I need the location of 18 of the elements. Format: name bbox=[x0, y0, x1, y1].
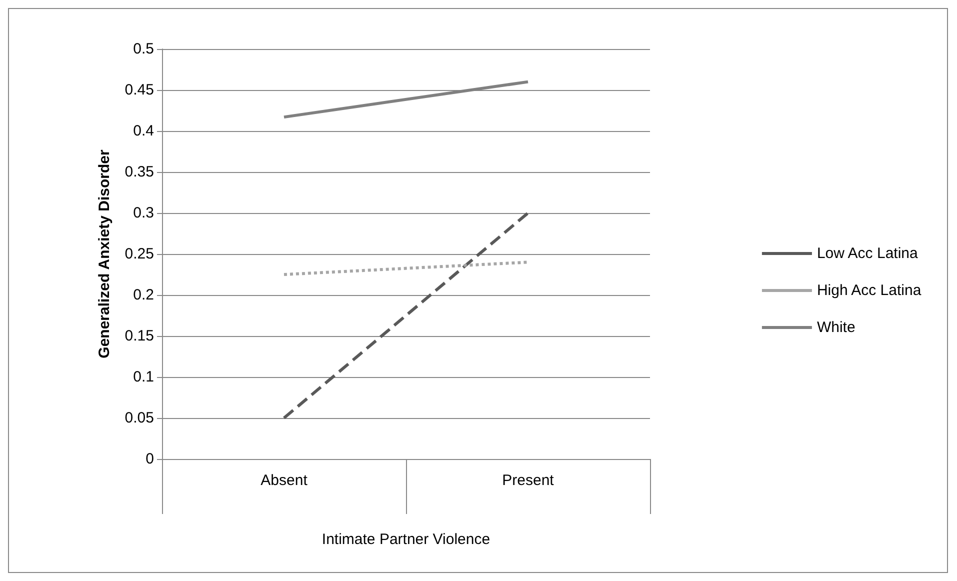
y-tick-label: 0.25 bbox=[124, 246, 154, 262]
y-tick-label: 0 bbox=[146, 450, 154, 468]
y-tick-label: 0.35 bbox=[124, 164, 154, 180]
y-tick-label: 0.45 bbox=[124, 82, 154, 98]
legend-label: White bbox=[816, 319, 856, 336]
legend-label: High Acc Latina bbox=[816, 282, 922, 299]
legend-label: Low Acc Latina bbox=[816, 245, 918, 262]
y-tick-label: 0.2 bbox=[133, 286, 154, 304]
y-tick-label: 0.05 bbox=[124, 410, 154, 426]
x-tick-label: Absent bbox=[260, 472, 308, 489]
y-tick-label: 0.5 bbox=[133, 40, 154, 58]
y-tick-label: 0.15 bbox=[124, 328, 154, 344]
y-tick-label: 0.3 bbox=[133, 204, 154, 222]
y-axis-title: Generalized Anxiety Disorder bbox=[96, 150, 113, 358]
x-tick-label: Present bbox=[502, 472, 555, 489]
y-tick-label: 0.4 bbox=[133, 122, 154, 140]
y-tick-label: 0.1 bbox=[133, 368, 154, 386]
x-axis-title: Intimate Partner Violence bbox=[322, 531, 490, 548]
